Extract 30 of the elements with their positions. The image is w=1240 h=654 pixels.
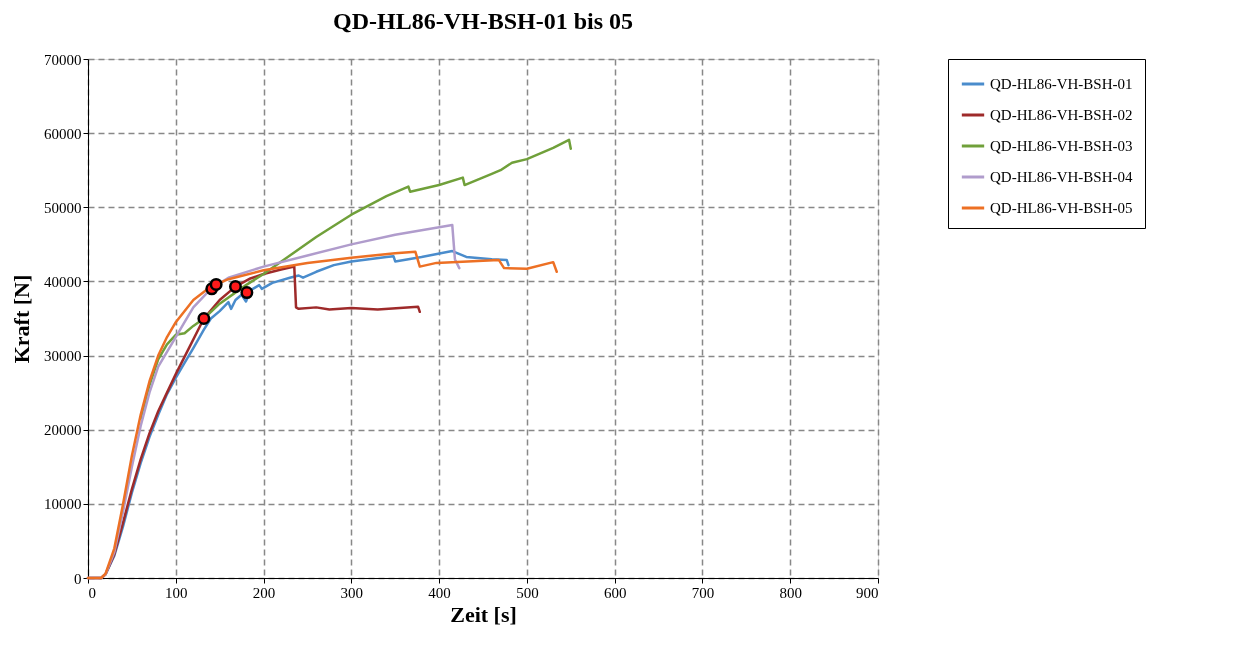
x-tick-label: 200 (252, 584, 276, 601)
legend-label: QD-HL86-VH-BSH-01 (990, 76, 1133, 92)
x-tick-label: 100 (165, 584, 188, 601)
y-tick-label: 10000 (44, 496, 82, 513)
y-tick-label: 20000 (44, 422, 82, 439)
legend-label: QD-HL86-VH-BSH-04 (990, 169, 1133, 185)
point (197, 312, 211, 325)
legend-label: QD-HL86-VH-BSH-05 (990, 200, 1133, 216)
y-axis-title: Kraft [N] (9, 274, 34, 364)
legend-label: QD-HL86-VH-BSH-03 (990, 138, 1133, 154)
x-tick-label: 800 (779, 584, 802, 601)
x-tick-label: 400 (428, 584, 451, 601)
y-tick-label: 40000 (44, 273, 82, 290)
y-tick-label: 70000 (44, 51, 82, 68)
y-tick-label: 0 (74, 570, 82, 587)
x-axis-title: Zeit [s] (450, 601, 517, 627)
x-tick-label: 300 (340, 584, 364, 601)
x-tick-label: 0 (88, 584, 96, 601)
x-tick-label: 600 (603, 584, 627, 601)
x-tick-label: 500 (516, 584, 539, 601)
legend-label: QD-HL86-VH-BSH-02 (990, 107, 1133, 123)
x-tick-label: 900 (856, 584, 879, 601)
chart-title: QD-HL86-VH-BSH-01 bis 05 (332, 8, 634, 34)
point (209, 277, 223, 291)
y-tick-label: 50000 (44, 199, 82, 216)
point (228, 280, 242, 294)
y-tick-label: 60000 (44, 125, 82, 142)
y-tick-label: 30000 (44, 348, 82, 365)
x-tick-label: 700 (691, 584, 715, 601)
point (240, 286, 254, 300)
